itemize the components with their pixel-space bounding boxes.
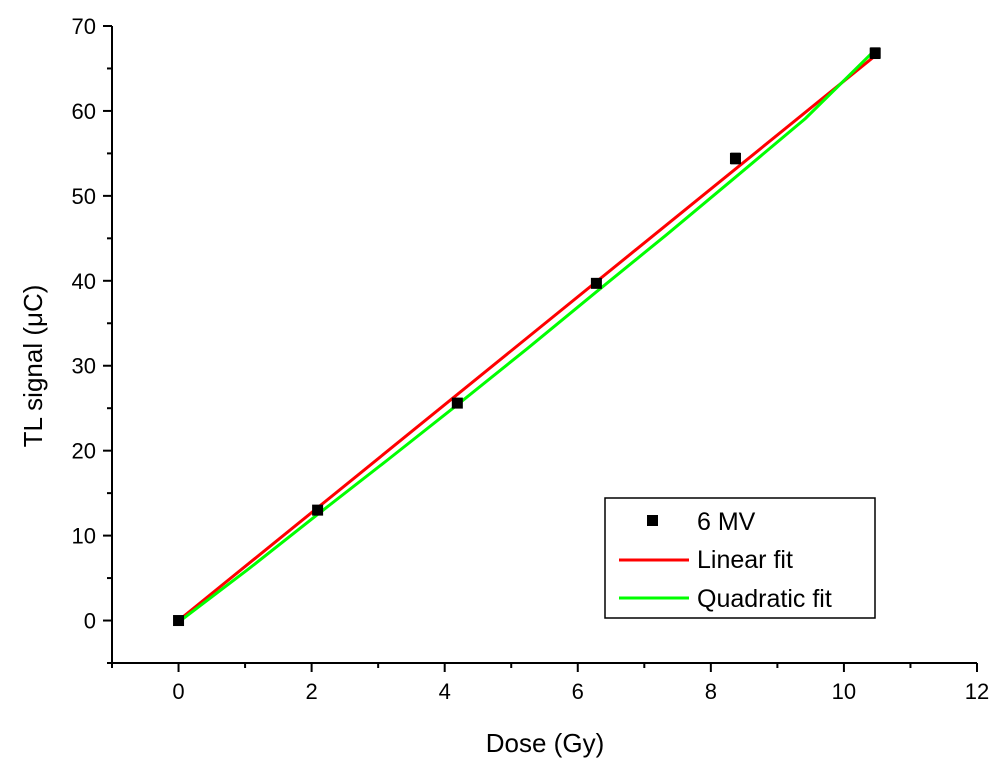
legend-label-quadratic-fit: Quadratic fit <box>697 585 832 613</box>
data-point <box>173 615 185 627</box>
legend: 6 MV Linear fit Quadratic fit <box>604 497 876 619</box>
x-tick-label: 6 <box>572 679 584 704</box>
x-tick-label: 12 <box>965 679 989 704</box>
x-ticks: 0 2 4 6 8 10 12 <box>111 663 989 704</box>
y-tick-label: 30 <box>72 354 96 379</box>
x-tick-label: 0 <box>172 679 184 704</box>
legend-marker-6mv <box>647 515 658 526</box>
data-point <box>590 277 602 289</box>
y-tick-label: 0 <box>84 609 96 634</box>
data-point <box>729 152 741 164</box>
x-axis-title: Dose (Gy) <box>486 728 604 758</box>
axes <box>111 26 977 664</box>
x-tick-label: 10 <box>832 679 856 704</box>
series-line-linear-fit <box>177 54 877 622</box>
data-point <box>312 504 324 516</box>
legend-label-6mv: 6 MV <box>697 508 756 536</box>
y-tick-label: 70 <box>72 14 96 39</box>
y-tick-label: 40 <box>72 269 96 294</box>
x-tick-label: 8 <box>705 679 717 704</box>
x-tick-label: 4 <box>439 679 451 704</box>
y-tick-label: 20 <box>72 439 96 464</box>
plot-series <box>173 47 881 627</box>
y-axis-title: TL signal (μC) <box>18 285 48 448</box>
y-tick-label: 10 <box>72 524 96 549</box>
data-point <box>869 47 881 59</box>
y-tick-label: 50 <box>72 184 96 209</box>
legend-label-linear-fit: Linear fit <box>697 546 793 574</box>
y-ticks: 0 10 20 30 40 50 60 70 <box>72 14 112 664</box>
data-point <box>451 397 463 409</box>
y-tick-label: 60 <box>72 99 96 124</box>
series-line-quadratic-fit <box>177 48 877 624</box>
x-tick-label: 2 <box>305 679 317 704</box>
